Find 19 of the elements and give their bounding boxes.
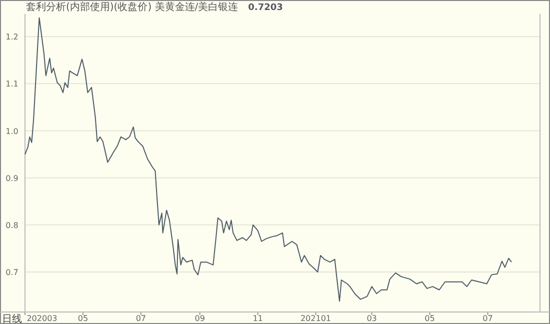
y-tick-label: 1.0	[6, 126, 18, 136]
y-tick-label: 0.8	[6, 220, 18, 230]
x-tick-label: 11	[252, 314, 263, 323]
x-tick-label: 05	[424, 314, 435, 323]
y-tick-label: 0.9	[6, 174, 18, 183]
x-tick-label: 202101	[300, 314, 332, 323]
chart-title: 套利分析(内部使用)(收盘价) 美黄金连/美白银连	[26, 1, 238, 13]
x-tick-label: 07	[136, 314, 146, 323]
x-tick-label: 07	[482, 314, 493, 323]
y-tick-label: 0.7	[6, 268, 18, 277]
y-tick-label: 1.2	[6, 32, 18, 42]
x-tick-label: 03	[366, 314, 377, 323]
x-tick-label: 05	[78, 314, 88, 323]
x-tick-label: 202003	[26, 314, 58, 323]
x-tick-label: 09	[194, 314, 205, 323]
line-series	[24, 17, 512, 302]
text: 0.7203	[248, 3, 283, 13]
text: 日线	[2, 313, 22, 324]
y-tick-label: 1.1	[6, 80, 18, 89]
